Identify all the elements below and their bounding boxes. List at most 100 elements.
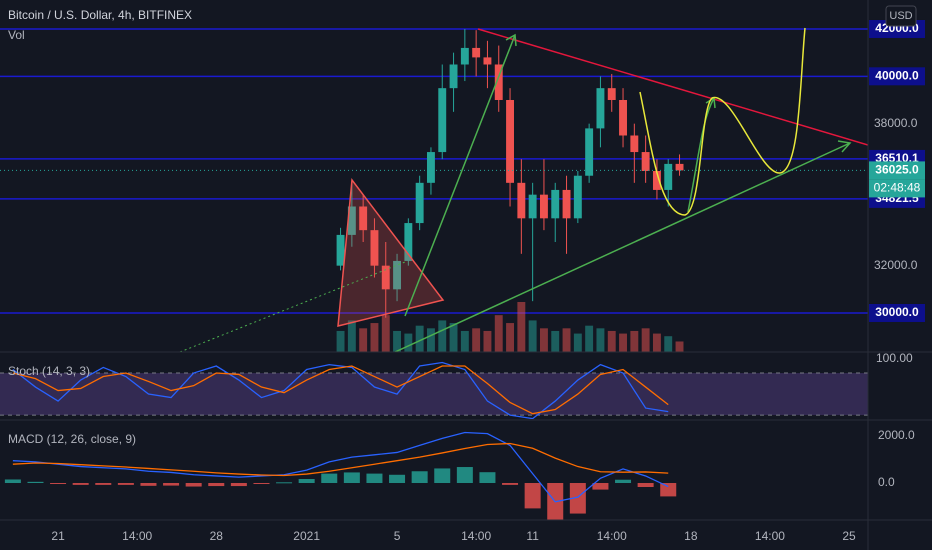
macd-histogram xyxy=(50,483,67,485)
arrow-head xyxy=(837,140,852,153)
candle-body xyxy=(449,64,458,89)
macd-histogram xyxy=(592,483,609,490)
candle-body xyxy=(483,57,492,65)
x-tick-label: 14:00 xyxy=(755,529,785,543)
triangle-drawing xyxy=(337,178,445,327)
price-level-label: 40000.0 xyxy=(875,68,919,82)
stoch-k xyxy=(12,361,669,419)
volume-bar xyxy=(551,330,560,352)
volume-bar xyxy=(619,333,627,352)
stoch-tick-label: 100.00 xyxy=(876,351,913,365)
volume-bar xyxy=(607,330,616,352)
macd-tick-label: 2000.0 xyxy=(878,428,915,442)
y-tick-label: 38000.0 xyxy=(874,116,918,130)
volume-bar xyxy=(381,315,390,352)
candle-body xyxy=(506,99,514,183)
macd-histogram xyxy=(456,467,473,484)
macd-histogram xyxy=(4,479,21,484)
candle-body xyxy=(573,175,582,219)
candle-body xyxy=(438,88,447,153)
volume-bar xyxy=(652,333,661,352)
candle-body xyxy=(641,152,650,171)
volume-bar xyxy=(472,328,481,352)
x-tick-label: 14:00 xyxy=(597,529,627,543)
volume-bar xyxy=(426,328,435,352)
candle-body xyxy=(426,152,435,183)
price-pane xyxy=(0,28,868,352)
candle-body xyxy=(336,234,345,266)
axes: 21 14:00 28 2021 5 14:00 11 14:00 18 14:00 25 32000… xyxy=(51,19,925,543)
macd-histogram xyxy=(321,473,338,484)
macd-histogram xyxy=(185,483,202,487)
currency-label[interactable]: USD xyxy=(889,10,912,22)
candle-body xyxy=(393,260,402,290)
y-tick-label: 32000.0 xyxy=(874,258,918,272)
candle-body xyxy=(404,223,413,261)
candle-body xyxy=(664,163,673,190)
macd-histogram xyxy=(276,482,293,484)
macd-histogram xyxy=(569,483,586,514)
x-tick-label: 11 xyxy=(526,529,539,543)
chart-title: Bitcoin / U.S. Dollar, 4h, BITFINEX xyxy=(8,8,192,22)
projection-curve xyxy=(639,27,806,216)
currency-button[interactable] xyxy=(885,5,917,27)
candle-body xyxy=(551,189,560,219)
volume-bar xyxy=(359,328,368,352)
volume-bar xyxy=(393,330,402,352)
arrow-head xyxy=(505,33,517,47)
volume-label: Vol xyxy=(8,28,25,42)
volume-bar xyxy=(630,330,639,352)
volume-bar xyxy=(675,341,684,352)
x-tick-label: 14:00 xyxy=(122,529,152,543)
macd-histogram xyxy=(117,483,134,485)
volume-bar xyxy=(404,333,413,352)
last-price-label: 36025.0 xyxy=(875,163,919,177)
price-level-label: 30000.0 xyxy=(875,305,919,319)
candle-body xyxy=(359,206,368,231)
macd-histogram xyxy=(95,483,112,485)
volume-bar xyxy=(449,323,458,352)
macd-histogram xyxy=(230,483,247,487)
macd-histogram xyxy=(253,483,270,485)
volume-bar xyxy=(528,320,537,352)
volume-bar xyxy=(596,328,605,352)
macd-pane xyxy=(4,431,677,520)
macd-tick-label: 0.0 xyxy=(878,475,895,489)
candle-body xyxy=(528,194,537,219)
countdown-box xyxy=(869,179,925,198)
macd-histogram xyxy=(411,471,428,484)
last-price-label-box xyxy=(869,161,925,180)
stoch-pane xyxy=(0,361,868,419)
macd-histogram xyxy=(524,483,541,509)
volume-bar xyxy=(664,336,673,352)
candle-body xyxy=(415,182,424,224)
candle-body xyxy=(675,163,684,171)
countdown: 02:48:48 xyxy=(874,181,921,195)
stoch-d xyxy=(12,365,669,415)
stoch-label: Stoch (14, 3, 3) xyxy=(8,364,90,378)
candle-body xyxy=(562,189,571,219)
volume-bar xyxy=(573,333,582,352)
x-tick-label: 14:00 xyxy=(461,529,491,543)
candle-body xyxy=(607,88,616,100)
macd-histogram xyxy=(434,468,451,484)
macd-histogram xyxy=(637,483,654,488)
candle-body xyxy=(539,194,548,219)
candle-body xyxy=(347,206,356,235)
projection-arrow xyxy=(687,97,715,213)
drawings xyxy=(179,27,868,352)
volume-bar xyxy=(562,328,571,352)
candle-body xyxy=(585,128,594,176)
candle-body xyxy=(370,230,379,266)
volume-bar xyxy=(336,330,345,352)
macd-histogram xyxy=(140,483,157,486)
signal-line xyxy=(12,442,669,477)
price-level-label-box xyxy=(869,67,925,86)
volume-bar xyxy=(415,325,424,352)
support-line xyxy=(394,142,851,352)
volume-bar xyxy=(539,328,548,352)
volume-bar xyxy=(585,325,594,352)
macd-histogram xyxy=(615,479,632,484)
